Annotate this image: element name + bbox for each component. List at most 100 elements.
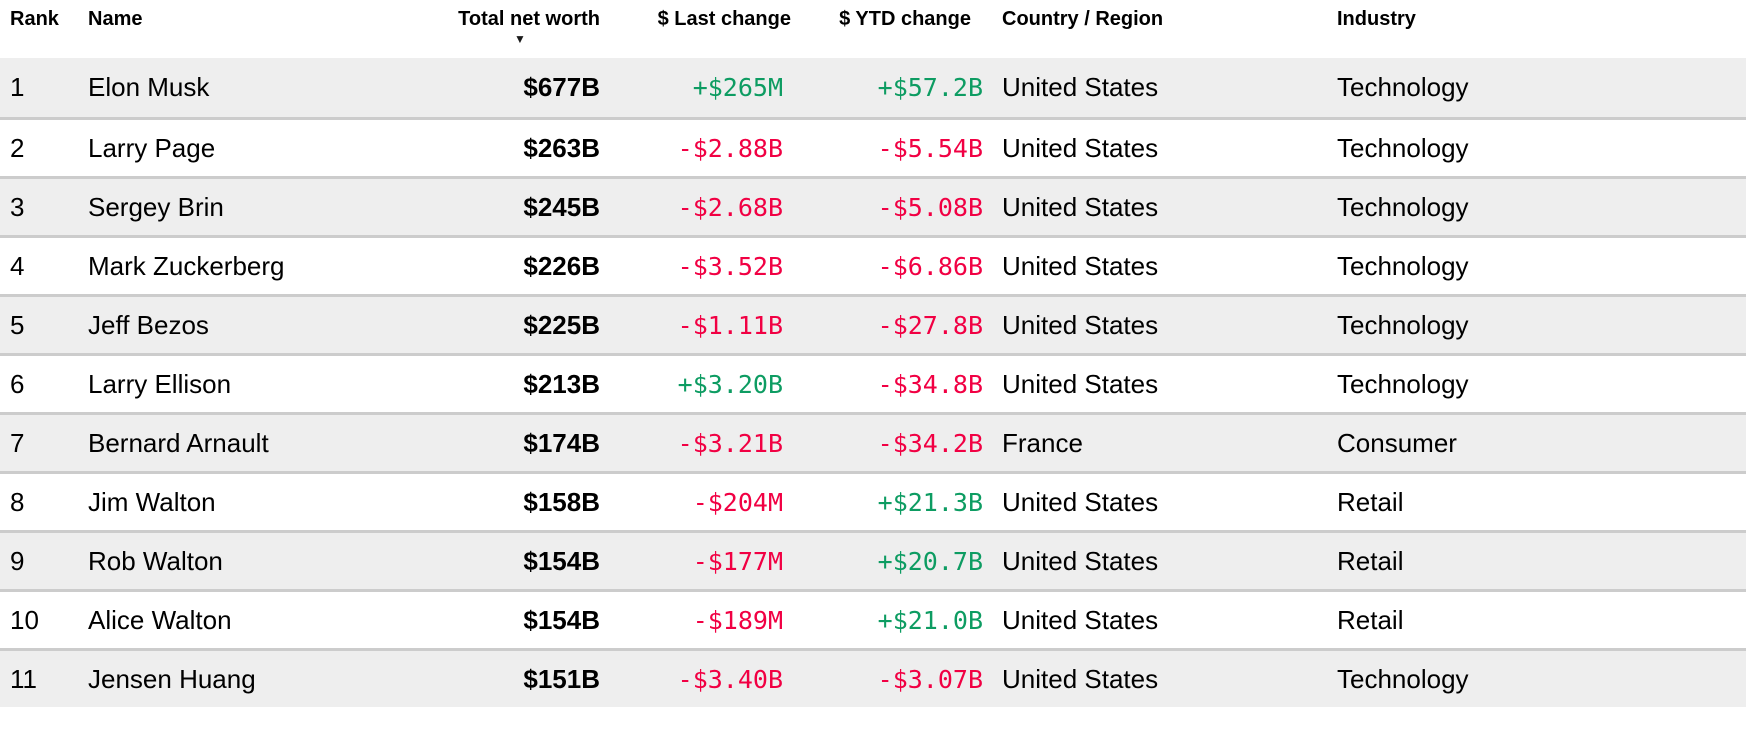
table-row[interactable]: 4 Mark Zuckerberg $226B -$3.52B -$6.86B …	[0, 235, 1746, 294]
rank-cell: 1	[10, 72, 25, 102]
rank-cell: 5	[10, 309, 25, 340]
country-cell: United States	[1002, 250, 1159, 281]
net-worth-cell: $213B	[523, 368, 600, 399]
last-change-cell: +$265M	[692, 73, 783, 102]
column-header-last-change[interactable]: $ Last change	[600, 0, 791, 58]
rank-cell: 4	[10, 250, 25, 281]
column-header-label: Industry	[1337, 8, 1416, 30]
rank-cell: 11	[10, 663, 37, 694]
name-cell[interactable]: Bernard Arnault	[88, 427, 269, 458]
last-change-cell: -$204M	[692, 487, 783, 517]
table-row[interactable]: 7 Bernard Arnault $174B -$3.21B -$34.2B …	[0, 412, 1746, 471]
column-header-total-net-worth[interactable]: Total net worth ▼	[440, 0, 600, 58]
last-change-cell: +$3.20B	[677, 369, 783, 399]
sort-descending-icon: ▼	[514, 32, 526, 46]
rank-cell: 10	[10, 604, 39, 635]
country-cell: United States	[1002, 545, 1159, 576]
table-row[interactable]: 9 Rob Walton $154B -$177M +$20.7B United…	[0, 530, 1746, 589]
name-cell[interactable]: Larry Ellison	[88, 368, 232, 399]
net-worth-cell: $245B	[523, 191, 600, 222]
name-cell[interactable]: Alice Walton	[88, 604, 232, 635]
ytd-change-cell: -$6.86B	[877, 251, 983, 281]
country-cell: United States	[1002, 191, 1159, 222]
table-row[interactable]: 5 Jeff Bezos $225B -$1.11B -$27.8B Unite…	[0, 294, 1746, 353]
industry-cell: Technology	[1337, 72, 1469, 102]
net-worth-cell: $151B	[523, 663, 600, 694]
table-row[interactable]: 6 Larry Ellison $213B +$3.20B -$34.8B Un…	[0, 353, 1746, 412]
net-worth-cell: $174B	[523, 427, 600, 458]
ytd-change-cell: -$5.08B	[877, 192, 983, 222]
industry-cell: Technology	[1337, 191, 1469, 222]
ytd-change-cell: +$57.2B	[877, 73, 983, 102]
net-worth-cell: $677B	[523, 72, 600, 102]
ytd-change-cell: +$20.7B	[877, 546, 983, 576]
ytd-change-cell: +$21.0B	[877, 605, 983, 635]
column-header-rank: Rank	[0, 0, 88, 58]
rank-cell: 3	[10, 191, 25, 222]
industry-cell: Technology	[1337, 368, 1469, 399]
last-change-cell: -$3.52B	[677, 251, 783, 281]
rank-cell: 2	[10, 132, 25, 163]
table-row[interactable]: 1 Elon Musk $677B +$265M +$57.2B United …	[0, 58, 1746, 117]
ytd-change-cell: -$27.8B	[877, 310, 983, 340]
column-header-country-region[interactable]: Country / Region	[983, 0, 1332, 58]
table-row[interactable]: 11 Jensen Huang $151B -$3.40B -$3.07B Un…	[0, 648, 1746, 707]
country-cell: United States	[1002, 309, 1159, 340]
table-row[interactable]: 8 Jim Walton $158B -$204M +$21.3B United…	[0, 471, 1746, 530]
country-cell: United States	[1002, 132, 1159, 163]
ytd-change-cell: -$34.8B	[877, 369, 983, 399]
last-change-cell: -$3.40B	[677, 664, 783, 694]
country-cell: United States	[1002, 72, 1159, 102]
name-cell[interactable]: Larry Page	[88, 132, 216, 163]
ytd-change-cell: -$3.07B	[877, 664, 983, 694]
billionaires-table: Rank Name Total net worth ▼ $ Last chang…	[0, 0, 1746, 707]
name-cell[interactable]: Sergey Brin	[88, 191, 224, 222]
name-cell[interactable]: Mark Zuckerberg	[88, 250, 285, 281]
last-change-cell: -$177M	[692, 546, 783, 576]
country-cell: United States	[1002, 663, 1159, 694]
industry-cell: Retail	[1337, 545, 1404, 576]
industry-cell: Technology	[1337, 309, 1469, 340]
net-worth-cell: $154B	[523, 545, 600, 576]
column-header-label: $ YTD change	[839, 8, 971, 30]
column-header-label: Country / Region	[1002, 8, 1164, 30]
rank-cell: 6	[10, 368, 25, 399]
column-header-ytd-change[interactable]: $ YTD change	[791, 0, 983, 58]
rank-cell: 8	[10, 486, 25, 517]
industry-cell: Technology	[1337, 132, 1469, 163]
industry-cell: Technology	[1337, 250, 1469, 281]
ytd-change-cell: -$5.54B	[877, 133, 983, 163]
name-cell[interactable]: Rob Walton	[88, 545, 223, 576]
country-cell: United States	[1002, 368, 1159, 399]
table-body: 1 Elon Musk $677B +$265M +$57.2B United …	[0, 58, 1746, 707]
rank-cell: 9	[10, 545, 25, 576]
net-worth-cell: $154B	[523, 604, 600, 635]
net-worth-cell: $225B	[523, 309, 600, 340]
last-change-cell: -$2.88B	[677, 133, 783, 163]
name-cell[interactable]: Jensen Huang	[88, 663, 256, 694]
industry-cell: Technology	[1337, 663, 1469, 694]
last-change-cell: -$2.68B	[677, 192, 783, 222]
table-row[interactable]: 10 Alice Walton $154B -$189M +$21.0B Uni…	[0, 589, 1746, 648]
industry-cell: Retail	[1337, 604, 1404, 635]
column-header-label: Name	[88, 8, 143, 30]
column-header-label: Total net worth	[458, 8, 600, 30]
column-header-name[interactable]: Name	[88, 0, 440, 58]
column-header-industry[interactable]: Industry	[1332, 0, 1746, 58]
ytd-change-cell: -$34.2B	[877, 428, 983, 458]
table-row[interactable]: 2 Larry Page $263B -$2.88B -$5.54B Unite…	[0, 117, 1746, 176]
last-change-cell: -$3.21B	[677, 428, 783, 458]
column-header-label: Rank	[10, 8, 59, 30]
name-cell[interactable]: Jim Walton	[88, 486, 216, 517]
country-cell: United States	[1002, 486, 1159, 517]
table-header: Rank Name Total net worth ▼ $ Last chang…	[0, 0, 1746, 58]
net-worth-cell: $226B	[523, 250, 600, 281]
industry-cell: Retail	[1337, 486, 1404, 517]
rank-cell: 7	[10, 427, 25, 458]
name-cell[interactable]: Elon Musk	[88, 72, 210, 102]
industry-cell: Consumer	[1337, 427, 1457, 458]
table-row[interactable]: 3 Sergey Brin $245B -$2.68B -$5.08B Unit…	[0, 176, 1746, 235]
name-cell[interactable]: Jeff Bezos	[88, 309, 209, 340]
ytd-change-cell: +$21.3B	[877, 487, 983, 517]
country-cell: United States	[1002, 604, 1159, 635]
